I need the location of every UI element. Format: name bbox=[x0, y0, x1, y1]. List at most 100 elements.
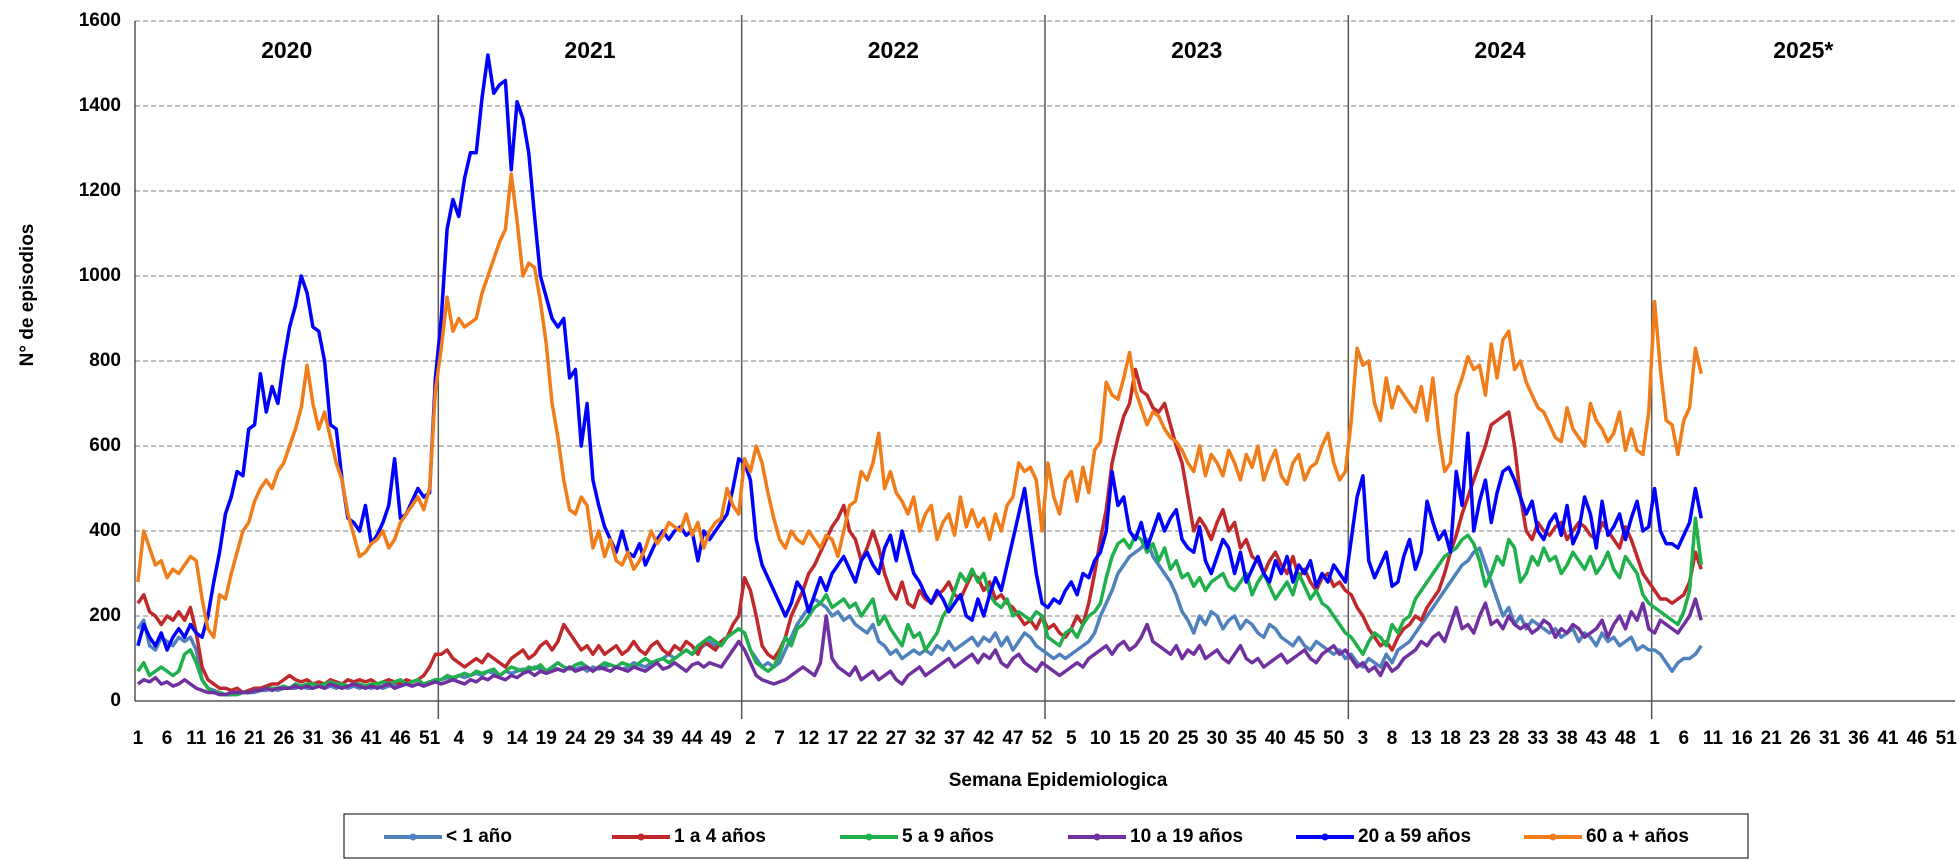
x-tick-label: 46 bbox=[1907, 728, 1928, 749]
y-axis-label: N° de episodios bbox=[17, 224, 38, 367]
x-tick-label: 31 bbox=[302, 728, 324, 749]
x-tick-label: 2 bbox=[745, 728, 756, 749]
legend-label: 10 a 19 años bbox=[1130, 826, 1243, 847]
x-tick-label: 24 bbox=[565, 728, 587, 749]
year-label: 2023 bbox=[1171, 37, 1222, 63]
legend-marker bbox=[1549, 833, 1557, 841]
x-tick-label: 35 bbox=[1236, 728, 1258, 749]
legend-label: 20 a 59 años bbox=[1358, 826, 1471, 847]
x-tick-label: 30 bbox=[1207, 728, 1228, 749]
series-line bbox=[136, 516, 1703, 697]
y-tick-label: 1400 bbox=[79, 95, 121, 116]
year-label: 2025* bbox=[1773, 37, 1833, 63]
x-tick-label: 40 bbox=[1265, 728, 1286, 749]
series-line bbox=[136, 597, 1703, 697]
x-tick-label: 42 bbox=[973, 728, 994, 749]
y-tick-label: 1000 bbox=[79, 265, 121, 286]
x-tick-label: 33 bbox=[1527, 728, 1548, 749]
x-tick-label: 23 bbox=[1469, 728, 1490, 749]
series-line bbox=[136, 53, 1703, 652]
x-tick-label: 44 bbox=[682, 728, 704, 749]
x-tick-label: 19 bbox=[536, 728, 557, 749]
x-tick-label: 26 bbox=[273, 728, 294, 749]
x-tick-label: 51 bbox=[419, 728, 441, 749]
legend-marker bbox=[1321, 833, 1329, 841]
x-tick-label: 10 bbox=[1090, 728, 1111, 749]
x-tick-label: 15 bbox=[1119, 728, 1141, 749]
x-tick-label: 29 bbox=[594, 728, 615, 749]
series-line bbox=[136, 537, 1703, 697]
y-tick-label: 800 bbox=[89, 350, 121, 371]
x-axis-label: Semana Epidemiologica bbox=[949, 770, 1168, 791]
x-tick-label: 48 bbox=[1615, 728, 1636, 749]
x-tick-label: 21 bbox=[1761, 728, 1783, 749]
x-tick-label: 11 bbox=[186, 728, 207, 749]
legend-label: 5 a 9 años bbox=[902, 826, 994, 847]
x-tick-label: 43 bbox=[1586, 728, 1607, 749]
y-tick-label: 200 bbox=[89, 605, 121, 626]
x-tick-label: 38 bbox=[1557, 728, 1578, 749]
x-tick-label: 17 bbox=[827, 728, 848, 749]
x-tick-label: 12 bbox=[798, 728, 819, 749]
x-tick-label: 16 bbox=[1732, 728, 1753, 749]
x-tick-label: 14 bbox=[507, 728, 529, 749]
x-tick-label: 4 bbox=[453, 728, 464, 749]
x-tick-label: 51 bbox=[1936, 728, 1958, 749]
y-tick-label: 0 bbox=[110, 690, 121, 711]
year-label: 2021 bbox=[564, 37, 615, 63]
x-tick-label: 3 bbox=[1358, 728, 1369, 749]
series-line bbox=[136, 367, 1703, 695]
x-tick-label: 50 bbox=[1323, 728, 1344, 749]
year-label: 2022 bbox=[868, 37, 919, 63]
legend-label: 60 a + años bbox=[1586, 826, 1689, 847]
x-tick-label: 6 bbox=[162, 728, 173, 749]
y-tick-label: 1200 bbox=[79, 180, 121, 201]
year-label: 2024 bbox=[1474, 37, 1525, 63]
x-tick-label: 27 bbox=[886, 728, 907, 749]
x-tick-label: 13 bbox=[1411, 728, 1432, 749]
x-tick-label: 41 bbox=[361, 728, 383, 749]
x-tick-label: 28 bbox=[1498, 728, 1519, 749]
x-tick-label: 18 bbox=[1440, 728, 1461, 749]
x-tick-label: 37 bbox=[944, 728, 965, 749]
legend-marker bbox=[409, 833, 417, 841]
series-line bbox=[136, 172, 1703, 639]
x-tick-label: 26 bbox=[1790, 728, 1811, 749]
x-tick-label: 22 bbox=[857, 728, 878, 749]
x-tick-label: 39 bbox=[652, 728, 673, 749]
legend-marker bbox=[637, 833, 645, 841]
y-tick-label: 600 bbox=[89, 435, 121, 456]
y-tick-label: 1600 bbox=[79, 10, 121, 31]
x-tick-label: 21 bbox=[244, 728, 266, 749]
x-tick-label: 52 bbox=[1032, 728, 1053, 749]
x-tick-label: 34 bbox=[623, 728, 645, 749]
year-label: 2020 bbox=[261, 37, 312, 63]
legend-label: 1 a 4 años bbox=[674, 826, 766, 847]
x-tick-label: 36 bbox=[1848, 728, 1869, 749]
x-tick-label: 5 bbox=[1066, 728, 1077, 749]
x-tick-label: 16 bbox=[215, 728, 236, 749]
legend-marker bbox=[1093, 833, 1101, 841]
x-tick-label: 20 bbox=[1148, 728, 1169, 749]
x-tick-label: 47 bbox=[1002, 728, 1023, 749]
x-tick-label: 41 bbox=[1877, 728, 1899, 749]
x-tick-label: 9 bbox=[483, 728, 494, 749]
x-tick-label: 46 bbox=[390, 728, 411, 749]
x-tick-label: 49 bbox=[711, 728, 732, 749]
x-tick-label: 45 bbox=[1294, 728, 1316, 749]
x-tick-label: 7 bbox=[774, 728, 785, 749]
x-tick-label: 31 bbox=[1819, 728, 1841, 749]
x-tick-label: 36 bbox=[332, 728, 353, 749]
x-tick-label: 6 bbox=[1678, 728, 1689, 749]
x-tick-label: 1 bbox=[1649, 728, 1660, 749]
x-tick-label: 1 bbox=[133, 728, 144, 749]
x-tick-label: 11 bbox=[1703, 728, 1724, 749]
x-tick-label: 8 bbox=[1387, 728, 1398, 749]
legend-label: < 1 año bbox=[446, 826, 512, 847]
legend-box bbox=[343, 813, 1749, 859]
y-tick-label: 400 bbox=[89, 520, 121, 541]
legend-marker bbox=[865, 833, 873, 841]
x-tick-label: 25 bbox=[1177, 728, 1199, 749]
